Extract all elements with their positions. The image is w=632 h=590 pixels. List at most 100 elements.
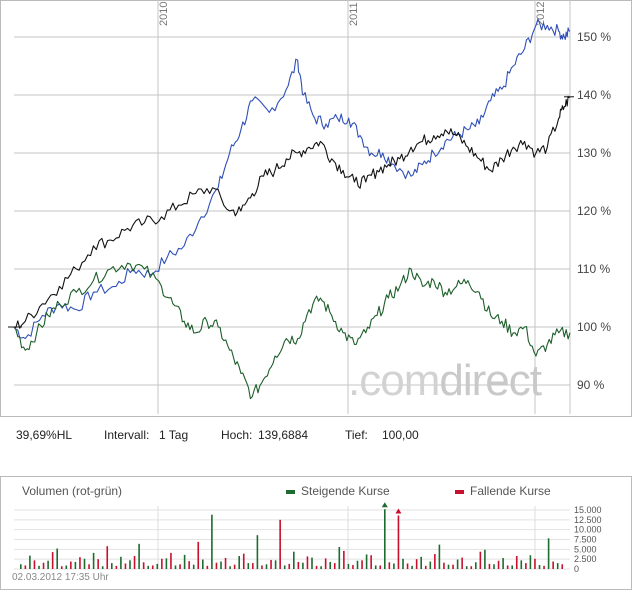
- volume-bar-rising: [293, 551, 295, 569]
- volume-arrow-rising: [381, 502, 388, 508]
- volume-bar-falling: [388, 562, 391, 569]
- volume-tick-label: 2.500: [574, 554, 597, 564]
- volume-bar-falling: [434, 554, 436, 569]
- volume-bar-falling: [42, 562, 45, 569]
- tief-value: 100,00: [382, 428, 419, 442]
- volume-bar-falling: [424, 565, 427, 569]
- volume-bar-falling: [461, 557, 463, 569]
- volume-bar-rising: [47, 560, 49, 569]
- volume-bar-rising: [465, 566, 468, 569]
- series-line-green: [13, 262, 571, 400]
- volume-bar-rising: [311, 557, 313, 569]
- volume-bar-rising: [302, 562, 304, 569]
- volume-bar-falling: [197, 541, 200, 569]
- price-chart: 150 % 140 % 130 % 120 % 110 % 100 % 90 % 2010 20…: [0, 0, 632, 417]
- volume-bar-falling: [242, 553, 245, 569]
- volume-bar-falling: [415, 559, 418, 569]
- volume-bar-falling: [306, 556, 309, 569]
- volume-bar-falling: [115, 565, 118, 569]
- y-tick-label: 140 %: [577, 88, 611, 102]
- volume-bar-falling: [188, 561, 190, 569]
- volume-bar-rising: [456, 559, 459, 569]
- rising-swatch: [286, 489, 295, 494]
- intervall-value: 1 Tag: [159, 428, 189, 442]
- volume-bar-falling: [233, 564, 236, 569]
- logo-brand: direct: [439, 356, 542, 405]
- volume-bar-rising: [211, 514, 213, 569]
- legend-rising: Steigende Kurse: [286, 484, 390, 498]
- volume-bar-rising: [265, 564, 268, 569]
- volume-bar-falling: [497, 560, 500, 569]
- volume-bar-falling: [534, 558, 536, 569]
- volume-bar-rising: [475, 562, 477, 569]
- volume-bar-rising: [129, 560, 131, 569]
- volume-bar-falling: [452, 564, 454, 569]
- volume-bar-rising: [65, 565, 68, 569]
- volume-bar-falling: [24, 565, 27, 569]
- volume-bar-falling: [60, 566, 63, 569]
- volume-bar-falling: [252, 563, 254, 569]
- volume-bar-rising: [156, 563, 159, 569]
- volume-bar-rising: [29, 555, 31, 569]
- volume-bar-rising: [429, 561, 432, 569]
- volume-bar-falling: [170, 552, 172, 569]
- volume-bar-falling: [488, 563, 491, 569]
- comdirect-logo: .comdirect: [348, 356, 542, 406]
- volume-bar-rising: [384, 509, 386, 569]
- legend-rising-label: Steigende Kurse: [301, 484, 390, 498]
- volume-bar-falling: [506, 565, 509, 569]
- volume-bar-falling: [561, 564, 564, 569]
- volume-bar-rising: [202, 559, 204, 569]
- volume-bar-falling: [406, 563, 409, 569]
- volume-tick-label: 15.000: [574, 505, 602, 515]
- volume-bar-falling: [261, 565, 263, 569]
- volume-bar-rising: [138, 543, 140, 569]
- timestamp: 02.03.2012 17:35 Uhr: [12, 572, 109, 583]
- volume-bar-falling: [343, 550, 345, 569]
- volume-bar-falling: [151, 565, 154, 569]
- volume-bar-falling: [525, 563, 527, 569]
- volume-bar-falling: [333, 563, 336, 569]
- volume-bar-falling: [288, 563, 291, 569]
- volume-bar-rising: [220, 561, 222, 569]
- volume-bar-rising: [393, 563, 395, 569]
- volume-bar-rising: [529, 555, 532, 569]
- volume-bar-falling: [552, 561, 554, 569]
- volume-tick-label: 0: [574, 564, 579, 574]
- volume-bar-falling: [470, 566, 473, 569]
- tief-label: Tief:: [345, 428, 368, 442]
- volume-bar-falling: [361, 560, 363, 569]
- volume-bar-rising: [256, 535, 259, 569]
- volume-bar-falling: [297, 561, 300, 569]
- volume-bar-rising: [274, 560, 277, 569]
- volume-bar-falling: [543, 565, 545, 569]
- volume-bar-falling: [179, 564, 181, 569]
- volume-bar-falling: [379, 565, 382, 569]
- volume-bar-falling: [443, 562, 445, 569]
- volume-arrow-falling: [395, 508, 402, 514]
- y-tick-label: 110 %: [577, 262, 610, 276]
- volume-bar-rising: [74, 561, 77, 569]
- volume-bar-rising: [320, 566, 322, 569]
- volume-bar-rising: [538, 565, 541, 569]
- legend-falling-label: Fallende Kurse: [470, 484, 551, 498]
- volume-bar-falling: [479, 551, 482, 569]
- volume-bar-falling: [224, 557, 227, 569]
- logo-prefix: .com: [348, 356, 440, 405]
- y-tick-label: 150 %: [577, 30, 611, 44]
- volume-bar-falling: [270, 559, 272, 569]
- volume-bar-rising: [329, 561, 331, 569]
- volume-bar-rising: [447, 564, 450, 569]
- volume-bar-falling: [315, 565, 318, 569]
- volume-bar-falling: [279, 519, 281, 569]
- volume-bar-falling: [161, 558, 163, 569]
- volume-bar-rising: [92, 552, 95, 569]
- volume-tick-label: 12.500: [574, 515, 602, 525]
- volume-bar-rising: [38, 565, 40, 569]
- volume-bar-falling: [33, 560, 36, 569]
- y-tick-label: 130 %: [577, 146, 611, 160]
- volume-bar-rising: [502, 557, 504, 569]
- legend-falling: Fallende Kurse: [455, 484, 551, 498]
- intervall-label: Intervall:: [104, 428, 150, 442]
